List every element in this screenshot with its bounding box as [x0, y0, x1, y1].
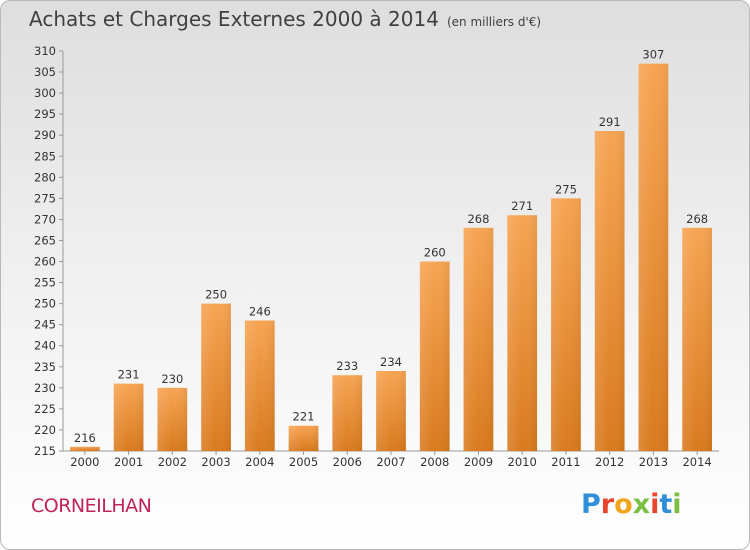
y-tick-label: 275 [34, 191, 56, 205]
data-label: 268 [467, 212, 489, 226]
y-tick-label: 285 [34, 149, 56, 163]
x-tick-label: 2004 [245, 455, 274, 469]
bar-shine [288, 425, 319, 451]
x-tick-label: 2014 [682, 455, 711, 469]
data-label: 216 [74, 431, 96, 445]
proxiti-logo: Proxiti [581, 489, 682, 520]
y-tick-label: 300 [34, 86, 56, 100]
logo-letter: r [600, 489, 615, 520]
y-tick-label: 280 [34, 170, 56, 184]
place-name: CORNEILHAN [31, 495, 152, 517]
x-tick-label: 2012 [595, 455, 624, 469]
logo-letter: i [672, 489, 682, 520]
x-tick-label: 2006 [333, 455, 362, 469]
bar-shine [244, 320, 275, 451]
y-tick-label: 265 [34, 233, 56, 247]
y-tick-label: 310 [34, 44, 56, 58]
x-tick-label: 2005 [289, 455, 318, 469]
y-tick-label: 270 [34, 212, 56, 226]
y-tick-label: 235 [34, 360, 56, 374]
bar-shine [332, 375, 363, 451]
bar-shine [201, 303, 231, 451]
y-tick-label: 245 [34, 318, 56, 332]
y-tick-label: 255 [34, 276, 56, 290]
y-tick-label: 225 [34, 402, 56, 416]
x-tick-label: 2009 [464, 455, 493, 469]
x-axis: 2000 2001 2002 2003 2004 2005 2006 2007 2008 2009… [63, 450, 719, 469]
data-label: 275 [555, 182, 577, 196]
x-tick-label: 2013 [639, 455, 668, 469]
bar-shine [551, 198, 581, 451]
bar-shine [594, 131, 625, 451]
bar-shine [69, 446, 100, 451]
x-tick-label: 2003 [201, 455, 230, 469]
y-axis: 215 220 225 230 235 240 245 250 255 260 265 270 275 2… [34, 44, 64, 458]
bar-shine [376, 371, 406, 451]
data-label: 246 [249, 304, 271, 318]
data-label: 291 [599, 115, 621, 129]
logo-letter: t [659, 489, 673, 520]
data-label: 231 [118, 368, 140, 382]
data-label: 233 [336, 359, 358, 373]
bar-shine [638, 63, 669, 451]
bar-shine [463, 227, 494, 451]
x-tick-label: 2007 [376, 455, 405, 469]
y-tick-label: 260 [34, 255, 56, 269]
y-tick-label: 230 [34, 381, 56, 395]
data-label: 260 [424, 246, 446, 260]
x-tick-label: 2011 [551, 455, 580, 469]
data-label: 230 [161, 372, 183, 386]
data-label: 271 [511, 199, 533, 213]
x-tick-label: 2002 [158, 455, 187, 469]
bar-shine [507, 215, 538, 451]
chart-title: Achats et Charges Externes 2000 à 2014 [29, 7, 439, 31]
x-tick-label: 2000 [70, 455, 99, 469]
data-labels: 216 231 230 250 246 221 233 234 260 268 271 275 291 3… [74, 48, 708, 445]
logo-letter: x [632, 489, 651, 520]
bar-shine [157, 387, 188, 451]
chart-title-block: Achats et Charges Externes 2000 à 2014 (e… [29, 7, 541, 31]
y-tick-label: 250 [34, 297, 56, 311]
bar-shine [419, 261, 450, 451]
bar-shine [682, 227, 713, 451]
data-label: 221 [293, 410, 315, 424]
bars [69, 63, 713, 451]
data-label: 250 [205, 288, 227, 302]
y-tick-label: 240 [34, 339, 56, 353]
logo-letter: i [650, 489, 660, 520]
chart-subtitle: (en milliers d'€) [446, 15, 542, 29]
y-tick-label: 215 [34, 444, 56, 458]
x-tick-label: 2001 [114, 455, 143, 469]
logo-letter: P [581, 489, 601, 520]
x-tick-label: 2008 [420, 455, 449, 469]
y-tick-label: 295 [34, 107, 56, 121]
bar-shine [113, 383, 144, 451]
y-tick-label: 220 [34, 423, 56, 437]
y-tick-label: 290 [34, 128, 56, 142]
logo-letter: o [614, 489, 633, 520]
data-label: 307 [642, 48, 664, 62]
y-tick-label: 305 [34, 65, 56, 79]
data-label: 234 [380, 355, 402, 369]
data-label: 268 [686, 212, 708, 226]
x-tick-label: 2010 [508, 455, 537, 469]
